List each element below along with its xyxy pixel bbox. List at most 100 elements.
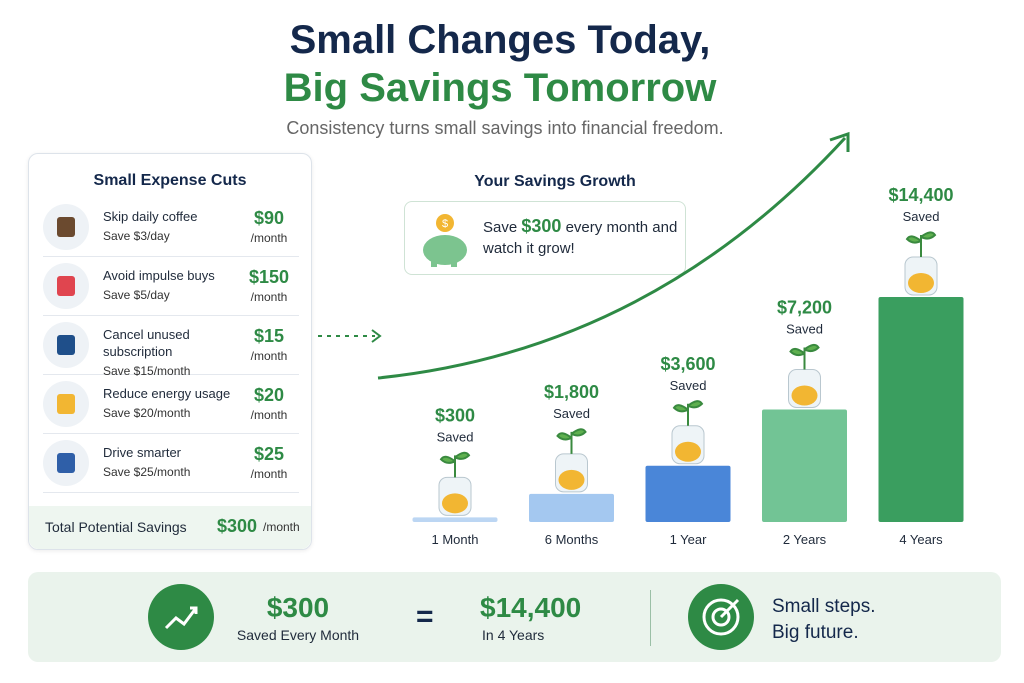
- amount: $150: [248, 267, 290, 287]
- expense-label: Drive smarter: [103, 445, 182, 460]
- bar: [762, 409, 847, 522]
- value-caption: Saved: [670, 378, 707, 393]
- expense-label: Skip daily coffee: [103, 209, 198, 224]
- expense-text: Skip daily coffee Save $3/day: [103, 208, 233, 245]
- expense-row: Avoid impulse buys Save $5/day $150/month: [43, 257, 299, 316]
- x-tick-label: 1 Year: [670, 532, 708, 547]
- expense-label: Reduce energy usage: [103, 386, 231, 401]
- title: Small Changes Today,: [289, 18, 711, 62]
- expense-label: Cancel unused subscription: [103, 327, 190, 359]
- expense-text: Cancel unused subscription Save $15/month: [103, 326, 233, 380]
- expense-detail: Save $25/month: [103, 465, 191, 479]
- value-caption: Saved: [786, 322, 823, 337]
- chart: Your Savings Growth Saved $300 1 Month Save…: [318, 131, 964, 547]
- value-label: $300: [435, 405, 475, 425]
- coins: [908, 273, 934, 293]
- value-caption: Saved: [437, 429, 474, 444]
- value-caption: Saved: [903, 209, 940, 224]
- expense-amount: $25/month: [239, 444, 299, 483]
- value-label: $3,600: [660, 354, 715, 374]
- sprout: [905, 231, 937, 257]
- expense-text: Reduce energy usage Save $20/month: [103, 385, 233, 422]
- sprout: [556, 428, 587, 454]
- icon-glyph: [57, 276, 75, 296]
- x-tick-label: 2 Years: [783, 532, 827, 547]
- expense-icon: [43, 322, 89, 368]
- expense-detail: Save $3/day: [103, 229, 170, 243]
- summary-caption: Saved Every Month: [236, 627, 360, 643]
- total-unit: /month: [263, 520, 300, 534]
- card-title: Small Expense Cuts: [93, 172, 247, 189]
- expense-icon: [43, 440, 89, 486]
- title: Big Savings Tomorrow: [283, 66, 717, 110]
- expense-text: Avoid impulse buys Save $5/day: [103, 267, 233, 304]
- callout-text: every month and watch it grow!: [483, 219, 678, 257]
- callout: $ Save $300 every month and watch it gro…: [404, 201, 686, 275]
- x-tick-label: 4 Years: [899, 532, 943, 547]
- coins: [791, 385, 818, 406]
- callout-text: Save: [483, 219, 518, 236]
- coins: [442, 493, 468, 514]
- expense-detail: Save $20/month: [103, 406, 191, 420]
- value-caption: Saved: [553, 406, 590, 421]
- unit: /month: [250, 290, 288, 304]
- amount: $15: [253, 326, 285, 346]
- target-icon: [688, 584, 754, 650]
- divider: [650, 590, 651, 646]
- expense-row: Drive smarter Save $25/month $25/month: [43, 434, 299, 493]
- icon-glyph: [57, 453, 75, 473]
- total-row: Total Potential Savings $300 /month: [29, 506, 311, 549]
- arrow-head: [371, 329, 382, 343]
- equals: =: [416, 600, 434, 633]
- sprout: [672, 400, 704, 426]
- expense-amount: $90/month: [239, 208, 299, 247]
- svg-text:$: $: [442, 218, 448, 230]
- growth-arrow: [377, 136, 847, 380]
- bar: [412, 517, 498, 522]
- chart-title: Your Savings Growth: [474, 173, 636, 190]
- expense-amount: $150/month: [239, 267, 299, 306]
- expense-icon: [43, 204, 89, 250]
- unit: /month: [250, 467, 288, 481]
- unit: /month: [250, 231, 288, 245]
- bar: [529, 493, 614, 522]
- value-label: $7,200: [777, 298, 832, 318]
- piggy-icon: $: [423, 214, 467, 267]
- growth-icon: [148, 584, 214, 650]
- icon-glyph: [57, 335, 75, 355]
- callout-text: Save $300 every month and watch it grow!: [483, 216, 678, 259]
- unit: /month: [250, 408, 288, 422]
- expense-amount: $15/month: [239, 326, 299, 365]
- amount: $20: [253, 385, 285, 405]
- arrow-head: [829, 131, 850, 152]
- expense-row: Skip daily coffee Save $3/day $90/month: [43, 198, 299, 257]
- expense-text: Drive smarter Save $25/month: [103, 444, 233, 481]
- motto-line: Small steps.: [772, 596, 876, 617]
- icon-glyph: [57, 217, 75, 237]
- motto: Small steps. Big future.: [772, 594, 875, 646]
- x-tick-label: 1 Month: [432, 532, 479, 547]
- bar: [878, 297, 964, 522]
- coins: [558, 469, 585, 490]
- total-label: Total Potential Savings: [45, 519, 187, 535]
- expense-label: Avoid impulse buys: [103, 268, 215, 283]
- expense-card: Small Expense Cuts Skip daily coffee Save…: [28, 153, 312, 550]
- expense-detail: Save $15/month: [103, 364, 191, 378]
- x-tick-label: 6 Months: [545, 532, 599, 547]
- value-label: $1,800: [544, 382, 599, 402]
- expense-icon: [43, 381, 89, 427]
- summary-result: $14,400: [480, 592, 582, 623]
- expense-amount: $20/month: [239, 385, 299, 424]
- total-amount: $300: [217, 516, 258, 536]
- bar: [645, 465, 731, 522]
- unit: /month: [250, 349, 288, 363]
- expense-icon: [43, 263, 89, 309]
- icon-glyph: [57, 394, 75, 414]
- subtitle: Consistency turns small savings into fin…: [286, 118, 724, 138]
- motto-line: Big future.: [772, 622, 859, 643]
- amount: $25: [253, 444, 285, 464]
- amount: $90: [253, 208, 285, 228]
- expense-row: Reduce energy usage Save $20/month $20/mon…: [43, 375, 299, 434]
- summary-bar: $300 Saved Every Month = $14,400 In 4 Ye…: [28, 572, 1001, 662]
